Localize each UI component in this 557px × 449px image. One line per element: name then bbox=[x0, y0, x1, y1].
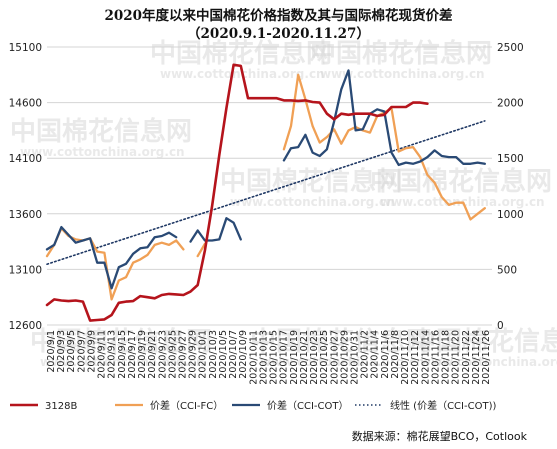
watermark-text: 中国棉花信息网 bbox=[410, 326, 557, 357]
right-axis: 0 500 1000 1500 2000 2500 bbox=[497, 42, 524, 332]
x-tick-label: 2020/10/25 bbox=[319, 330, 330, 385]
x-tick-label: 2020/10/31 bbox=[349, 330, 360, 385]
x-tick-label: 2020/11/22 bbox=[461, 330, 472, 385]
watermark-url: www.cottonchina.org.cn bbox=[20, 145, 185, 159]
x-tick-label: 2020/11/4 bbox=[370, 330, 381, 379]
watermark-url: www.cottonchina.org.cn bbox=[40, 355, 205, 369]
x-tick-label: 2020/9/15 bbox=[117, 330, 128, 379]
legend-label: 价差（CCI-FC） bbox=[150, 399, 223, 412]
watermark-url: www.cottonchina.org.cn bbox=[230, 195, 395, 209]
series-line-3128b bbox=[45, 63, 429, 322]
x-tick-label: 2020/10/7 bbox=[228, 330, 239, 379]
x-tick-label: 2020/9/3 bbox=[56, 330, 67, 373]
left-tick-label: 14100 bbox=[9, 153, 42, 165]
x-tick-label: 2020/10/23 bbox=[309, 330, 320, 385]
x-tick-label: 2020/10/29 bbox=[339, 330, 350, 385]
x-tick-label: 2020/9/17 bbox=[127, 330, 138, 379]
left-tick-label: 12600 bbox=[9, 320, 42, 332]
x-tick-label: 2020/11/26 bbox=[481, 330, 492, 385]
x-tick-label: 2020/11/10 bbox=[400, 330, 411, 385]
watermark-text: 中国棉花信息网 bbox=[220, 166, 402, 197]
x-tick-label: 2020/11/20 bbox=[451, 330, 462, 385]
series-line-cci-cot bbox=[282, 69, 486, 167]
watermark-text: 中国棉花信息网 bbox=[10, 116, 192, 147]
x-tick-label: 2020/11/12 bbox=[410, 330, 421, 385]
x-tick-label: 2020/10/15 bbox=[269, 330, 280, 385]
x-tick-label: 2020/9/7 bbox=[76, 330, 87, 373]
watermark-text: 中国棉花信息网 bbox=[30, 326, 212, 357]
chart-subtitle: （2020.9.1-2020.11.27） bbox=[187, 26, 370, 42]
left-axis: 12600 13100 13600 14100 14600 15100 bbox=[9, 42, 42, 332]
x-tick-label: 2020/10/13 bbox=[258, 330, 269, 385]
x-tick-label: 2020/9/19 bbox=[137, 330, 148, 379]
x-tick-label: 2020/10/3 bbox=[208, 330, 219, 379]
x-tick-label: 2020/10/19 bbox=[289, 330, 300, 385]
x-tick-label: 2020/9/23 bbox=[157, 330, 168, 379]
series-line-cci-cot bbox=[45, 225, 178, 290]
x-tick-label: 2020/11/2 bbox=[360, 330, 371, 379]
x-tick-label: 2020/10/1 bbox=[198, 330, 209, 379]
x-axis: 2020/9/1 2020/9/3 2020/9/5 2020/9/7 2020/9/9… bbox=[46, 330, 492, 385]
x-tick-label: 2020/9/9 bbox=[86, 330, 97, 373]
series-line-cci-cot bbox=[189, 217, 242, 243]
left-tick-label: 15100 bbox=[9, 42, 42, 54]
x-tick-label: 2020/9/29 bbox=[188, 330, 199, 379]
x-tick-label: 2020/11/18 bbox=[441, 330, 452, 385]
watermark-text: 中国棉花信息网 bbox=[310, 38, 492, 69]
legend-label: 3128B bbox=[45, 401, 77, 412]
x-tick-label: 2020/11/6 bbox=[380, 330, 391, 379]
watermark-url: www.cottonchina.org.cn bbox=[260, 355, 425, 369]
left-tick-label: 13600 bbox=[9, 209, 42, 221]
x-tick-label: 2020/9/27 bbox=[178, 330, 189, 379]
x-tick-label: 2020/11/14 bbox=[420, 330, 431, 385]
chart-title: 2020年度以来中国棉花价格指数及其与国际棉花现货价差 bbox=[104, 8, 453, 24]
right-tick-label: 2500 bbox=[497, 42, 524, 54]
watermark-url: www.cottonchina.org.cn bbox=[420, 355, 557, 369]
series-line-cci-fc bbox=[45, 227, 185, 301]
right-tick-label: 0 bbox=[497, 320, 504, 332]
series-layer bbox=[45, 63, 486, 322]
x-tick-label: 2020/9/11 bbox=[97, 330, 108, 379]
right-tick-label: 1500 bbox=[497, 153, 524, 165]
watermark-text: 中国棉花信息网 bbox=[150, 38, 332, 69]
x-tick-label: 2020/9/13 bbox=[107, 330, 118, 379]
grid-layer bbox=[47, 46, 492, 326]
x-tick-label: 2020/10/27 bbox=[329, 330, 340, 385]
x-tick-label: 2020/9/21 bbox=[147, 330, 158, 379]
watermark-url: www.cottonchina.org.cn bbox=[320, 67, 485, 81]
legend-label: 线性 (价差（CCI-COT)) bbox=[390, 399, 496, 412]
series-line-cci-fc bbox=[196, 242, 207, 258]
left-tick-label: 14600 bbox=[9, 98, 42, 110]
right-tick-label: 2000 bbox=[497, 98, 524, 110]
x-tick-label: 2020/9/25 bbox=[167, 330, 178, 379]
legend: 3128B 价差（CCI-FC） 价差（CCI-COT） 线性 (价差（CCI-COT… bbox=[10, 399, 496, 412]
left-tick-label: 13100 bbox=[9, 264, 42, 276]
right-tick-label: 500 bbox=[497, 264, 517, 276]
x-tick-label: 2020/11/16 bbox=[430, 330, 441, 385]
x-tick-label: 2020/11/8 bbox=[390, 330, 401, 379]
x-tick-label: 2020/10/11 bbox=[248, 330, 259, 385]
x-tick-label: 2020/10/5 bbox=[218, 330, 229, 379]
watermark-text: 中国棉花信息网 bbox=[250, 326, 432, 357]
trendline-cci-cot bbox=[46, 120, 486, 265]
watermark-text: 中国棉花信息网 bbox=[370, 166, 552, 197]
x-tick-label: 2020/10/17 bbox=[279, 330, 290, 385]
legend-label: 价差（CCI-COT） bbox=[267, 399, 348, 412]
right-tick-label: 1000 bbox=[497, 209, 524, 221]
x-tick-label: 2020/9/1 bbox=[46, 330, 57, 373]
data-source: 数据来源：棉花展望BCO，Cotlook bbox=[351, 430, 527, 443]
x-tick-label: 2020/11/24 bbox=[471, 330, 482, 385]
x-tick-label: 2020/10/9 bbox=[238, 330, 249, 379]
x-tick-label: 2020/9/5 bbox=[66, 330, 77, 373]
x-tick-label: 2020/10/21 bbox=[299, 330, 310, 385]
